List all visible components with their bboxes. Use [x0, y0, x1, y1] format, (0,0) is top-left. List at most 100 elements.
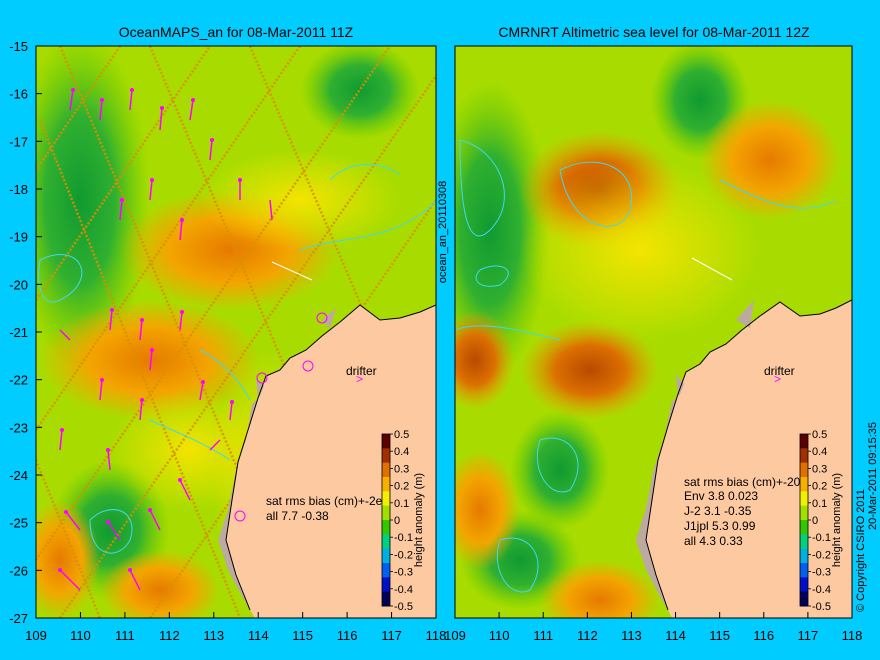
right-stats-row-env: Env 3.8 0.023 — [684, 489, 758, 503]
colorbar-swatch — [800, 577, 808, 593]
lon-tick-label: 114 — [248, 628, 269, 643]
colorbar-tick-label: -0.4 — [394, 584, 413, 596]
colorbar-tick-label: -0.4 — [812, 584, 831, 596]
lat-tick-label: -24 — [9, 468, 28, 483]
colorbar-tick-label: 0 — [812, 515, 818, 527]
left-drifter-arrow: > — [356, 372, 363, 386]
lat-tick-label: -23 — [9, 420, 28, 435]
colorbar-tick-label: 0.5 — [812, 429, 827, 441]
lat-tick-label: -19 — [9, 230, 28, 245]
colorbar-tick-label: -0.1 — [812, 532, 831, 544]
colorbar-label: height anomaly (m) — [831, 473, 843, 567]
left-drifter-label: drifter — [346, 364, 377, 378]
colorbar-swatch — [800, 491, 808, 507]
lon-tick-label: 113 — [621, 628, 642, 643]
colorbar-swatch — [382, 577, 390, 593]
right-drifter-arrow: > — [774, 372, 781, 386]
lon-tick-label: 114 — [665, 628, 686, 643]
colorbar-swatch — [382, 591, 390, 607]
lon-tick-label: 115 — [292, 628, 313, 643]
colorbar-swatch — [800, 505, 808, 521]
right-stats-row-all: all 4.3 0.33 — [684, 534, 743, 548]
colorbar-tick-label: 0.3 — [394, 463, 409, 475]
colorbar-swatch — [382, 477, 390, 492]
right-stats-header: sat rms bias (cm)+-20 — [684, 475, 801, 489]
left-colorbar: 0.5 0.4 0.3 0.2 0.1 0 -0.1 -0.2 -0.3 -0.4 -0.5 heig… — [381, 429, 425, 613]
colorbar-tick-label: -0.5 — [812, 601, 831, 613]
lon-tick-label: 111 — [115, 628, 135, 643]
colorbar-swatch — [800, 520, 808, 535]
colorbar-swatch — [382, 434, 390, 449]
lon-tick-label: 113 — [203, 628, 224, 643]
lon-tick-label: 110 — [489, 628, 510, 643]
lat-tick-label: -27 — [9, 611, 28, 626]
colorbar-swatch — [382, 563, 390, 578]
colorbar-tick-label: 0 — [394, 515, 400, 527]
lon-tick-label: 109 — [444, 628, 466, 643]
colorbar-tick-label: 0.2 — [812, 481, 827, 493]
lon-tick-label: 111 — [533, 628, 553, 643]
lat-tick-label: -25 — [9, 516, 28, 531]
colorbar-tick-label: 0.3 — [812, 463, 827, 475]
colorbar-tick-label: -0.1 — [394, 532, 413, 544]
right-stats-row-j2: J-2 3.1 -0.35 — [684, 504, 752, 518]
colorbar-tick-label: -0.3 — [812, 567, 831, 579]
lon-tick-label: 112 — [577, 628, 598, 643]
run-id-label: ocean_an_20110308 — [437, 181, 449, 284]
colorbar-swatch — [382, 462, 390, 478]
colorbar-swatch — [800, 434, 808, 449]
colorbar-swatch — [800, 563, 808, 578]
colorbar-swatch — [800, 477, 808, 492]
right-drifter-label: drifter — [764, 364, 795, 378]
right-map-title: CMRNRT Altimetric sea level for 08-Mar-2… — [498, 24, 810, 40]
colorbar-tick-label: 0.4 — [394, 446, 409, 458]
left-map-panel: drifter > sat rms bias (cm)+-2e all 7.7 … — [36, 46, 436, 618]
lon-tick-label: 112 — [159, 628, 180, 643]
colorbar-swatch — [800, 462, 808, 478]
colorbar-swatch — [382, 505, 390, 521]
colorbar-swatch — [382, 520, 390, 535]
drifter-velocity-arrows — [59, 89, 273, 591]
colorbar-tick-label: 0.1 — [394, 498, 409, 510]
colorbar-tick-label: -0.3 — [394, 567, 413, 579]
lon-tick-label: 115 — [709, 628, 730, 643]
colorbar-tick-label: 0.1 — [812, 498, 827, 510]
lat-tick-label: -26 — [9, 563, 28, 578]
lat-tick-label: -16 — [9, 87, 28, 102]
colorbar-tick-label: -0.2 — [812, 549, 831, 561]
colorbar-tick-label: 0.5 — [394, 429, 409, 441]
timestamp-label: 20-Mar-2011 09:15:35 — [867, 422, 879, 530]
colorbar-swatch — [382, 491, 390, 507]
colorbar-swatch — [382, 448, 390, 464]
colorbar-tick-label: -0.5 — [394, 601, 413, 613]
colorbar-tick-label: -0.2 — [394, 549, 413, 561]
lon-tick-label: 116 — [337, 628, 358, 643]
colorbar-label: height anomaly (m) — [413, 473, 425, 567]
colorbar-tick-label: 0.4 — [812, 446, 827, 458]
left-stats-header: sat rms bias (cm)+-2e — [266, 494, 383, 508]
lat-tick-label: -20 — [9, 277, 28, 292]
copyright-label: © Copyright CSIRO 2011 — [855, 489, 867, 612]
lat-tick-label: -22 — [9, 373, 28, 388]
colorbar-swatch — [382, 534, 390, 550]
colorbar-swatch — [800, 448, 808, 464]
right-stats-row-j1jpl: J1jpl 5.3 0.99 — [684, 519, 756, 533]
left-map-title: OceanMAPS_an for 08-Mar-2011 11Z — [119, 24, 354, 40]
lon-tick-label: 117 — [381, 628, 402, 643]
left-stats-row: all 7.7 -0.38 — [266, 509, 329, 523]
lon-tick-label: 109 — [25, 628, 47, 643]
right-map-panel: drifter > sat rms bias (cm)+-20 Env 3.8 … — [455, 46, 852, 618]
colorbar-swatch — [800, 534, 808, 550]
right-colorbar: 0.5 0.4 0.3 0.2 0.1 0 -0.1 -0.2 -0.3 -0.4 -0.5 heig… — [799, 429, 843, 613]
lat-tick-label: -15 — [9, 39, 28, 54]
lon-tick-label: 110 — [70, 628, 91, 643]
lat-tick-label: -21 — [9, 325, 28, 340]
colorbar-swatch — [800, 548, 808, 564]
lon-tick-label: 118 — [842, 628, 863, 643]
colorbar-swatch — [382, 548, 390, 564]
latitude-axis: -15 -16 -17 -18 -19 -20 -21 -22 -23 -24 -25 -26 -27 — [9, 39, 42, 626]
lon-tick-label: 118 — [426, 628, 447, 643]
lon-tick-label: 117 — [798, 628, 819, 643]
lat-tick-label: -17 — [9, 134, 28, 149]
